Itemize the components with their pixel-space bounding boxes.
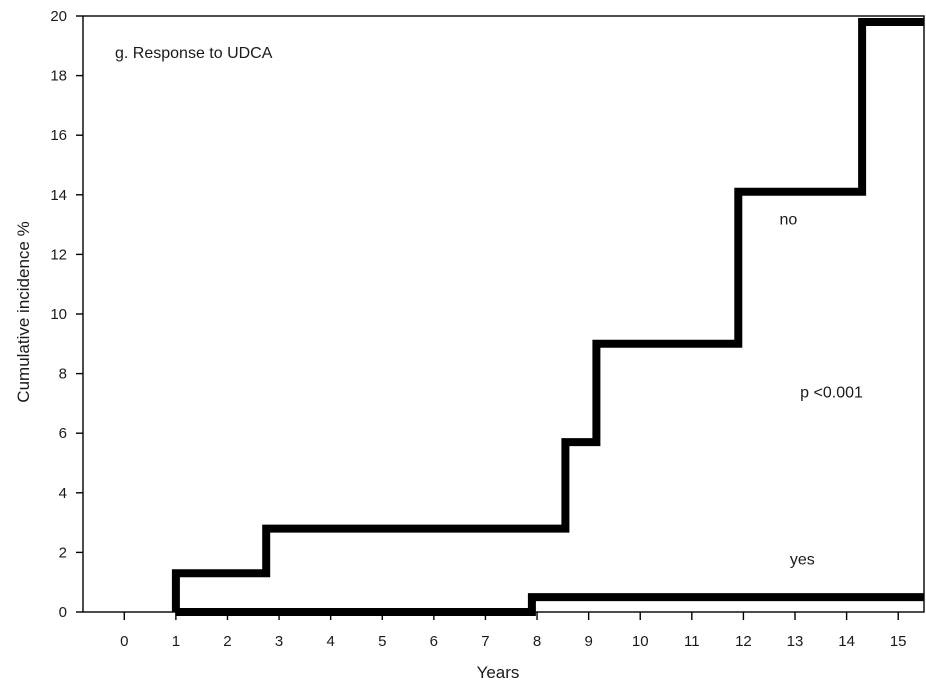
y-axis-ticks: 0 2 4 6 8 10 12 14 16 18 20 bbox=[50, 8, 83, 621]
x-tick-label: 12 bbox=[735, 633, 752, 650]
x-axis-title: Years bbox=[477, 663, 520, 682]
y-tick-label: 18 bbox=[50, 68, 67, 85]
series-line-no bbox=[171, 18, 924, 612]
x-tick-label: 15 bbox=[890, 633, 907, 650]
plot-frame bbox=[82, 15, 925, 613]
y-tick-label: 10 bbox=[50, 306, 67, 323]
y-tick-label: 2 bbox=[59, 544, 67, 561]
y-tick-label: 0 bbox=[59, 604, 67, 621]
y-tick-label: 20 bbox=[50, 8, 67, 25]
x-tick-label: 10 bbox=[632, 633, 649, 650]
chart-annotations: no p <0.001 yes bbox=[780, 212, 863, 569]
series-line-yes bbox=[175, 593, 924, 616]
x-tick-label: 11 bbox=[684, 633, 700, 650]
x-tick-label: 5 bbox=[378, 633, 386, 650]
chart-series bbox=[171, 18, 924, 616]
chart-annotation: p <0.001 bbox=[800, 384, 863, 401]
chart-title: g. Response to UDCA bbox=[115, 45, 273, 62]
x-axis-ticks: 0 1 2 3 4 5 6 7 8 9 10 11 12 13 14 15 bbox=[120, 612, 907, 650]
y-tick-label: 8 bbox=[59, 366, 67, 383]
x-tick-label: 4 bbox=[326, 633, 334, 650]
chart-annotation: no bbox=[780, 212, 798, 229]
y-tick-label: 14 bbox=[50, 187, 67, 204]
chart-annotation: yes bbox=[790, 551, 815, 568]
x-tick-label: 8 bbox=[533, 633, 541, 650]
x-tick-label: 7 bbox=[481, 633, 489, 650]
x-tick-label: 6 bbox=[430, 633, 438, 650]
x-tick-label: 0 bbox=[120, 633, 128, 650]
y-tick-label: 4 bbox=[59, 485, 67, 502]
y-axis-title: Cumulative incidence % bbox=[14, 221, 33, 402]
x-tick-label: 2 bbox=[223, 633, 231, 650]
y-tick-label: 16 bbox=[50, 127, 67, 144]
x-tick-label: 13 bbox=[787, 633, 804, 650]
x-tick-label: 3 bbox=[275, 633, 283, 650]
x-tick-label: 14 bbox=[838, 633, 855, 650]
x-tick-label: 9 bbox=[584, 633, 592, 650]
x-tick-label: 1 bbox=[172, 633, 180, 650]
y-tick-label: 6 bbox=[59, 425, 67, 442]
y-tick-label: 12 bbox=[50, 246, 67, 263]
